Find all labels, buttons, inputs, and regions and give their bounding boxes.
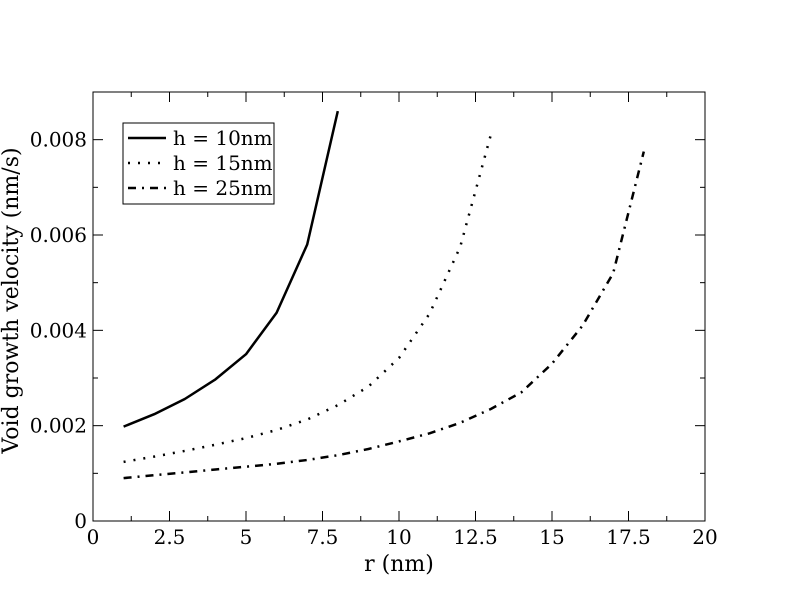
y-tick-label: 0.008 [30, 128, 87, 152]
legend-label-3: h = 25nm [173, 176, 273, 200]
y-tick-label: 0.006 [30, 223, 87, 247]
x-tick-label: 17.5 [606, 525, 651, 549]
legend-label-2: h = 15nm [173, 151, 273, 175]
x-axis-ticks: 0 2.5 5 7.5 10 12.5 15 17.5 20 [87, 92, 718, 549]
x-tick-label: 2.5 [154, 525, 186, 549]
x-tick-label: 5 [240, 525, 253, 549]
x-tick-label: 10 [386, 525, 411, 549]
series-line-1 [123, 110, 340, 428]
y-tick-label: 0.002 [30, 414, 87, 438]
y-tick-label: 0 [74, 509, 87, 533]
y-axis-ticks: 0 0.002 0.004 0.006 0.008 [30, 128, 705, 533]
legend-label-1: h = 10nm [173, 126, 273, 150]
x-tick-label: 12.5 [453, 525, 498, 549]
x-tick-label: 0 [87, 525, 100, 549]
plot-series [123, 110, 646, 480]
x-tick-label: 7.5 [307, 525, 339, 549]
x-tick-label: 20 [692, 525, 717, 549]
x-axis-label: r (nm) [364, 552, 434, 577]
y-tick-label: 0.004 [30, 318, 87, 342]
x-tick-label: 15 [539, 525, 564, 549]
y-axis-label: Void growth velocity (nm/s) [0, 147, 24, 454]
